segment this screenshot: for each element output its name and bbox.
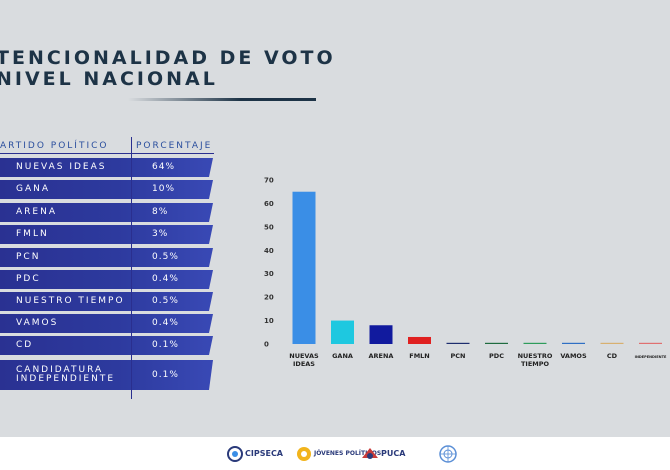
table-row: CD 0.1% [0,336,213,355]
party-name: FMLN [16,229,49,239]
party-percentage: 64% [152,162,176,172]
party-percentage: 0.4% [152,274,179,284]
party-name: PDC [16,274,41,284]
cipseca-logo-text: CIPSECA [245,449,283,458]
bar [408,336,431,344]
y-tick-label: 50 [264,223,274,231]
y-tick-label: 10 [264,317,274,325]
y-tick-label: 70 [264,177,274,185]
page-title: TENCIONALIDAD DE VOTO NIVEL NACIONAL [0,48,336,90]
table-row: PDC 0.4% [0,270,213,289]
bar [600,342,624,344]
x-tick-label: GANA [332,352,353,360]
x-tick-label: CD [607,352,618,360]
table-row: PCN 0.5% [0,248,213,267]
bar [562,342,585,344]
title-underline [128,98,316,101]
column-divider [131,137,132,399]
party-column-header: ARTIDO POLÍTICO [0,141,109,151]
title-line-2: NIVEL NACIONAL [0,68,218,90]
un-emblem-icon [439,445,457,463]
header-divider [0,153,214,154]
party-name: CANDIDATURA INDEPENDIENTE [16,365,116,384]
x-tick-label: PDC [489,352,504,360]
x-tick-label: INDEPENDIENTE [635,355,667,359]
party-percentage: 8% [152,207,169,217]
bar [292,191,316,344]
bar [446,342,470,344]
party-name: NUEVAS IDEAS [16,162,107,172]
footer-logo-bar: CIPSECA JÓVENES POLÍTICOS PUCA [0,437,670,470]
party-name: GANA [16,184,51,194]
y-tick-label: 40 [264,247,274,255]
x-tick-label: FMLN [409,352,430,360]
party-percentage: 3% [152,229,169,239]
table-row: CANDIDATURA INDEPENDIENTE 0.1% [0,360,213,390]
party-percentage: 0.1% [152,370,179,380]
jovenes-mark-icon [297,447,311,461]
un-emblem-logo [438,444,458,464]
bar [639,342,662,344]
bar [331,320,354,344]
party-percentage: 0.5% [152,252,179,262]
table-row: FMLN 3% [0,225,213,244]
table-row: VAMOS 0.4% [0,314,213,333]
cipseca-logo: CIPSECA [227,444,283,464]
bar [523,342,547,344]
x-tick-label: NUESTRO [518,352,553,360]
party-name: CD [16,340,34,350]
puca-mark-icon [362,448,378,459]
party-percentage: 0.5% [152,296,179,306]
x-tick-label: NUEVAS [289,352,319,360]
x-tick-label: ARENA [369,352,394,360]
table-row: NUESTRO TIEMPO 0.5% [0,292,213,311]
y-tick-label: 0 [264,341,269,349]
party-percentage: 0.1% [152,340,179,350]
x-tick-label: PCN [451,352,466,360]
title-line-1: TENCIONALIDAD DE VOTO [0,47,336,69]
y-tick-label: 30 [264,270,274,278]
y-tick-label: 20 [264,294,274,302]
party-name: NUESTRO TIEMPO [16,296,125,306]
jovenes-logo-text: JÓVENES POLÍTICOS [314,450,382,457]
party-name: PCN [16,252,41,262]
bar [369,325,393,344]
percentage-column-header: PORCENTAJE [136,141,213,151]
cipseca-mark-icon [227,446,243,462]
x-tick-label: TIEMPO [521,360,550,368]
jovenes-politicos-logo: JÓVENES POLÍTICOS [296,444,381,464]
party-percentage: 0.4% [152,318,179,328]
table-row: NUEVAS IDEAS 64% [0,158,213,177]
bar [485,342,508,344]
table-row: GANA 10% [0,180,213,199]
table-row: ARENA 8% [0,203,213,222]
y-tick-label: 60 [264,200,274,208]
x-tick-label: VAMOS [560,352,587,360]
x-tick-label: IDEAS [293,360,315,368]
puca-logo: PUCA [361,444,405,464]
puca-logo-text: PUCA [381,449,406,458]
party-name: ARENA [16,207,57,217]
party-percentage: 10% [152,184,176,194]
party-name: VAMOS [16,318,59,328]
